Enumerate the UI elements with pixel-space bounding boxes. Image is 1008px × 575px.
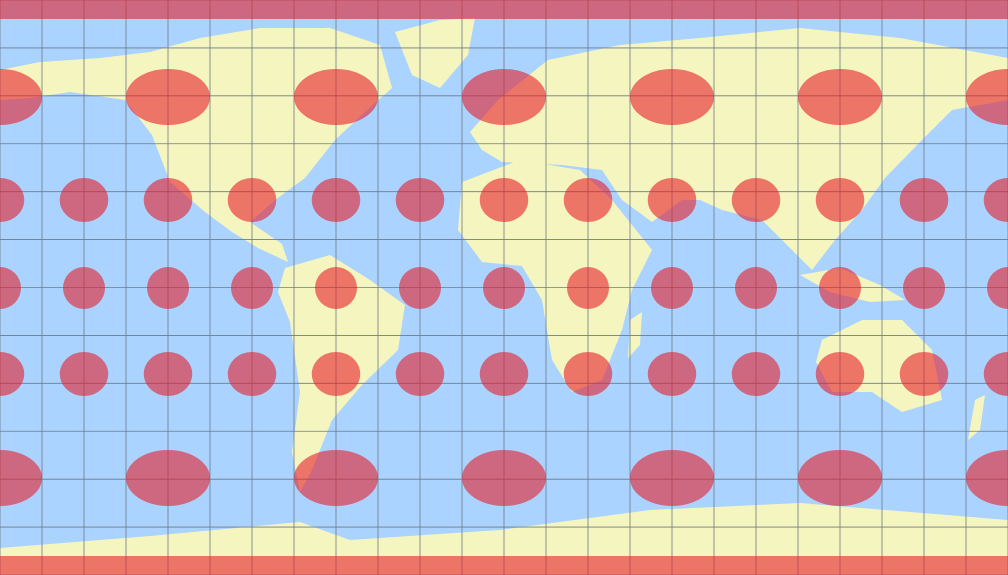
tissot-ellipse [227,178,277,222]
tissot-ellipse [395,178,445,222]
tissot-ellipse [311,352,361,396]
tissot-ellipse [987,267,1008,309]
tissot-ellipse [735,267,777,309]
tissot-ellipse [147,267,189,309]
tissot-ellipse [651,267,693,309]
tissot-ellipse [899,178,949,222]
tissot-ellipse [0,267,21,309]
tissot-ellipse [126,450,210,506]
tissot-ellipse [311,178,361,222]
tissot-ellipse [0,450,42,506]
tissot-ellipse [731,178,781,222]
tissot-ellipse [63,267,105,309]
tissot-ellipse [798,69,882,125]
tissot-ellipse [815,352,865,396]
tissot-ellipse [479,178,529,222]
tissot-ellipse [563,178,613,222]
tissot-ellipse [966,450,1008,506]
tissot-ellipse [315,267,357,309]
tissot-ellipse [227,352,277,396]
tissot-ellipse [567,267,609,309]
pole-indicatrix [0,0,1008,19]
tissot-ellipse [294,69,378,125]
tissot-ellipse [966,69,1008,125]
tissot-ellipse [630,69,714,125]
tissot-ellipse [59,352,109,396]
tissot-ellipse [983,178,1008,222]
tissot-ellipse [630,450,714,506]
tissot-ellipse [798,450,882,506]
tissot-ellipse [399,267,441,309]
tissot-ellipse [647,352,697,396]
tissot-ellipse [903,267,945,309]
tissot-ellipse [815,178,865,222]
tissot-ellipse [483,267,525,309]
tissot-ellipse [294,450,378,506]
tissot-ellipse [563,352,613,396]
tissot-ellipse [143,352,193,396]
tissot-ellipse [0,69,42,125]
tissot-ellipse [647,178,697,222]
greenland [395,18,475,88]
tissot-ellipse [462,69,546,125]
tissot-ellipse [126,69,210,125]
tissot-ellipse [899,352,949,396]
tissot-ellipse [731,352,781,396]
new-zealand [968,395,985,440]
tissot-ellipse [395,352,445,396]
tissot-ellipse [231,267,273,309]
tissot-ellipse [0,352,25,396]
tissot-ellipse [983,352,1008,396]
madagascar [628,312,642,358]
tissot-ellipse [479,352,529,396]
tissot-ellipse [0,178,25,222]
pole-indicatrix [0,556,1008,575]
tissot-ellipse [143,178,193,222]
tissot-ellipse [819,267,861,309]
tissot-ellipse [59,178,109,222]
tissot-ellipse [462,450,546,506]
